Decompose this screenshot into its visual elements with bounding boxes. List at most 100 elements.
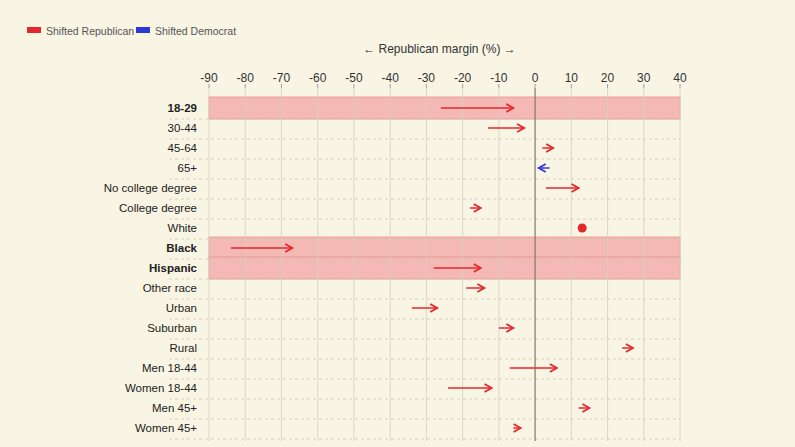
tick-label: 0 [532, 71, 539, 85]
row-separator [169, 399, 680, 400]
arrow-head [514, 424, 521, 432]
category-label: Rural [170, 342, 197, 354]
tick-label: 40 [673, 71, 687, 85]
tick-label: -40 [381, 71, 399, 85]
row-separator [169, 259, 680, 260]
grid-line [643, 88, 644, 441]
shift-arrow [579, 404, 590, 412]
shift-arrow [510, 364, 557, 372]
tick-label: -80 [237, 71, 255, 85]
category-label: College degree [119, 202, 197, 214]
row-separator [169, 199, 680, 200]
legend-label: Shifted Republican [46, 25, 134, 37]
tick-label: 20 [601, 71, 615, 85]
arrow-shaft [231, 247, 293, 249]
category-label: No college degree [104, 182, 197, 194]
grid-line [680, 88, 681, 441]
legend-swatch [27, 27, 41, 33]
x-axis-label: ← Republican margin (%) → [363, 42, 516, 56]
category-label: White [168, 222, 197, 234]
shift-arrow [542, 144, 553, 152]
row-separator [169, 179, 680, 180]
row-separator [169, 439, 680, 440]
category-label: Urban [166, 302, 197, 314]
arrow-shaft [488, 127, 524, 129]
highlight-band [209, 97, 680, 119]
zero-line [534, 88, 535, 441]
shift-arrow [622, 344, 633, 352]
arrow-head [572, 184, 579, 192]
arrow-shaft [434, 267, 481, 269]
tick-label: -90 [200, 71, 218, 85]
category-label: Suburban [147, 322, 197, 334]
category-label: Women 18-44 [125, 382, 198, 394]
shift-arrow [470, 204, 481, 212]
row-separator [169, 139, 680, 140]
grid-line [426, 88, 427, 441]
tick-label: 30 [637, 71, 651, 85]
arrow-head [539, 164, 546, 172]
row-separator [169, 419, 680, 420]
tick-label: -20 [454, 71, 472, 85]
shift-arrow [546, 184, 579, 192]
row-separator [169, 279, 680, 280]
arrow-head [582, 404, 589, 412]
arrow-shaft [546, 187, 579, 189]
row-separator [169, 219, 680, 220]
row-separator [169, 119, 680, 120]
arrow-shaft [441, 107, 513, 109]
grid-line [571, 88, 572, 441]
row-separator [169, 339, 680, 340]
shift-arrow [448, 384, 491, 392]
category-label: Women 45+ [135, 422, 197, 434]
tick-label: -30 [418, 71, 436, 85]
grid-line [390, 88, 391, 441]
category-label: 45-64 [168, 142, 198, 154]
arrow-head [474, 264, 481, 272]
shift-arrow [539, 164, 550, 172]
category-label: Other race [143, 282, 197, 294]
grid-line [281, 88, 282, 441]
row-separator [169, 359, 680, 360]
arrow-head [506, 324, 513, 332]
category-label: Men 45+ [152, 402, 197, 414]
background [0, 0, 795, 447]
arrow-shaft [510, 367, 557, 369]
highlight-band [209, 257, 680, 279]
row-separator [169, 379, 680, 380]
tick-label: -10 [490, 71, 508, 85]
marks [231, 104, 633, 432]
row-separator [169, 319, 680, 320]
arrow-shaft [448, 387, 491, 389]
tick-label: -60 [309, 71, 327, 85]
arrow-head [626, 344, 633, 352]
arrow-head [550, 364, 557, 372]
grid-line [245, 88, 246, 441]
arrow-shaft [412, 307, 437, 309]
category-label: Hispanic [149, 262, 198, 274]
shift-arrow [441, 104, 513, 112]
category-label: 18-29 [168, 102, 197, 114]
arrow-head [485, 384, 492, 392]
row-separator [169, 239, 680, 240]
arrow-head [506, 104, 513, 112]
row-separator [169, 159, 680, 160]
legend-label: Shifted Democrat [155, 25, 236, 37]
legend-swatch [136, 27, 150, 33]
arrow-head [517, 124, 524, 132]
grid-line [607, 88, 608, 441]
shift-arrow [488, 124, 524, 132]
arrow-head [474, 204, 481, 212]
category-label: 65+ [177, 162, 197, 174]
no-shift-dot [578, 224, 587, 233]
grid-line [498, 88, 499, 441]
shift-arrow [466, 284, 484, 292]
shift-arrow [499, 324, 513, 332]
tick-label: -70 [273, 71, 291, 85]
tick-label: -50 [345, 71, 363, 85]
arrow-head [430, 304, 437, 312]
shift-arrow [513, 424, 520, 432]
shift-arrow [231, 244, 293, 252]
arrow-head [546, 144, 553, 152]
row-separator [169, 299, 680, 300]
